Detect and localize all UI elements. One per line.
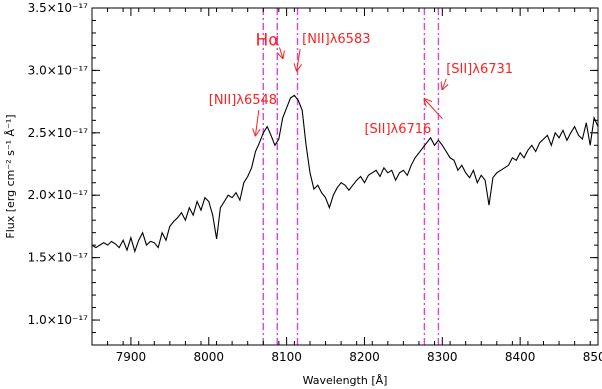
- y-tick-label: 3.0×10⁻¹⁷: [28, 63, 89, 77]
- x-tick-label: 8400: [505, 350, 536, 364]
- x-tick-label: 8100: [271, 350, 302, 364]
- annotation-label: [SII]λ6731: [446, 62, 513, 77]
- annotation-label: [NII]λ6583: [302, 32, 370, 47]
- spectrum-series: [91, 94, 599, 254]
- annotation-arrow: [442, 78, 446, 89]
- y-axis: 1.0×10⁻¹⁷ 1.5×10⁻¹⁷ 2.0×10⁻¹⁷ 2.5×10⁻¹⁷ 3.0×…: [28, 1, 598, 334]
- annotation-label: Hα: [255, 30, 279, 50]
- x-tick-label: 8300: [427, 350, 458, 364]
- x-axis-title: Wavelength [Å]: [303, 374, 388, 387]
- annotation-label: [SII]λ6716: [364, 122, 431, 137]
- y-tick-label: 3.5×10⁻¹⁷: [28, 1, 89, 15]
- x-tick-label: 7900: [116, 350, 147, 364]
- y-tick-label: 1.0×10⁻¹⁷: [28, 313, 89, 327]
- annotations: Hα [NII]λ6583 [NII]λ6548 [SII]λ6716 [SII]λ67…: [209, 30, 513, 136]
- y-tick-label: 2.5×10⁻¹⁷: [28, 126, 89, 140]
- spectrum-line: [91, 94, 599, 254]
- annotation-label: [NII]λ6548: [209, 93, 277, 108]
- x-tick-label: 8500: [583, 350, 602, 364]
- x-axis: 7900 8000 8100 8200 8300 8400 8500: [91, 8, 602, 364]
- y-tick-label: 1.5×10⁻¹⁷: [28, 251, 89, 265]
- annotation-arrow: [255, 110, 258, 135]
- x-tick-label: 8000: [193, 350, 224, 364]
- y-tick-label: 2.0×10⁻¹⁷: [28, 188, 89, 202]
- plot-frame: [91, 7, 599, 346]
- annotation-arrow: [279, 47, 282, 57]
- y-axis-title: Flux [erg cm⁻² s⁻¹ Å⁻¹]: [4, 114, 17, 238]
- x-tick-label: 8200: [349, 350, 380, 364]
- annotation-arrow: [297, 48, 300, 70]
- annotation-arrow: [424, 99, 443, 120]
- emission-line-markers: [262, 8, 440, 345]
